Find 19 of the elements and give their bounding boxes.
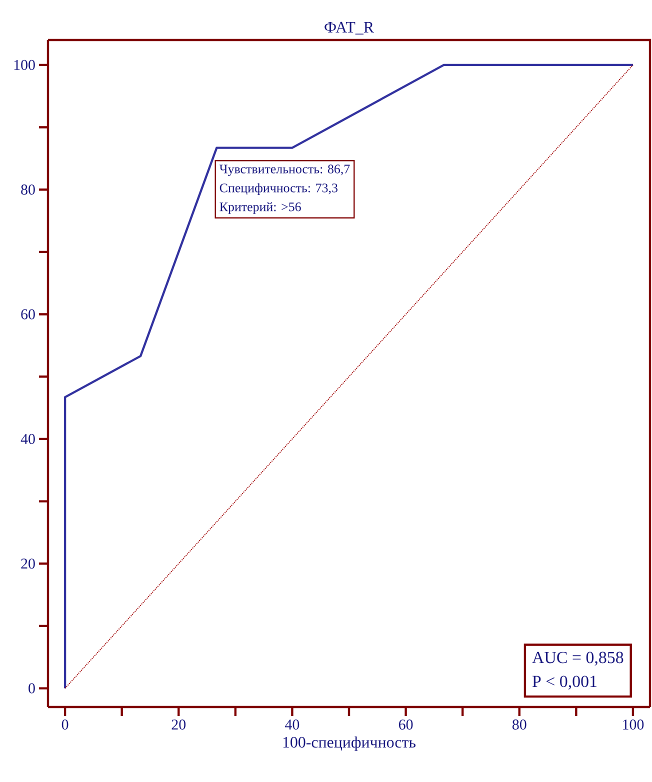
y-tick-label: 40	[20, 434, 35, 444]
annotation: Критерий: >56	[220, 202, 301, 214]
x-tick-label: 40	[285, 720, 300, 730]
annotation: AUC = 0,858	[532, 652, 624, 666]
y-tick-label: 80	[21, 184, 35, 195]
x-tick-label: 0	[62, 720, 68, 730]
x-axis-title: 100-специфичность	[283, 736, 416, 751]
x-tick-label: 20	[172, 720, 186, 730]
chart-title: ФАТ_R	[324, 22, 374, 34]
x-tick-label: 60	[398, 720, 413, 730]
annotation: P < 0,001	[532, 676, 596, 690]
y-tick-label: 100	[14, 60, 35, 70]
x-tick-label: 80	[512, 720, 526, 730]
annotation: Специфичность: 73,3	[220, 183, 338, 195]
y-tick-label: 0	[28, 683, 35, 694]
x-tick-label: 100	[623, 720, 644, 730]
y-tick-label: 20	[21, 558, 35, 569]
y-tick-label: 60	[21, 309, 35, 320]
annotation: Чувствительность: 86,7	[219, 164, 350, 176]
